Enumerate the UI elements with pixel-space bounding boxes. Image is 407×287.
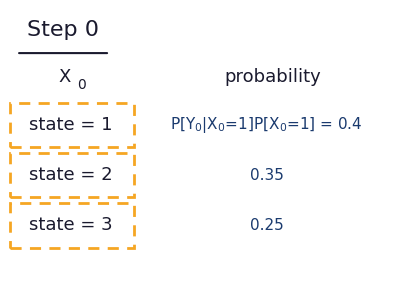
Text: P[Y$_0$|X$_0$=1]P[X$_0$=1] = 0.4: P[Y$_0$|X$_0$=1]P[X$_0$=1] = 0.4 — [171, 115, 363, 135]
Text: probability: probability — [224, 69, 321, 86]
Text: 0.25: 0.25 — [250, 218, 283, 233]
Text: state = 2: state = 2 — [29, 166, 113, 184]
Text: state = 1: state = 1 — [29, 116, 113, 134]
Text: Step 0: Step 0 — [27, 20, 99, 40]
Text: X: X — [59, 69, 71, 86]
Text: 0.35: 0.35 — [249, 168, 284, 183]
Text: state = 3: state = 3 — [29, 216, 113, 234]
Text: 0: 0 — [77, 78, 86, 92]
